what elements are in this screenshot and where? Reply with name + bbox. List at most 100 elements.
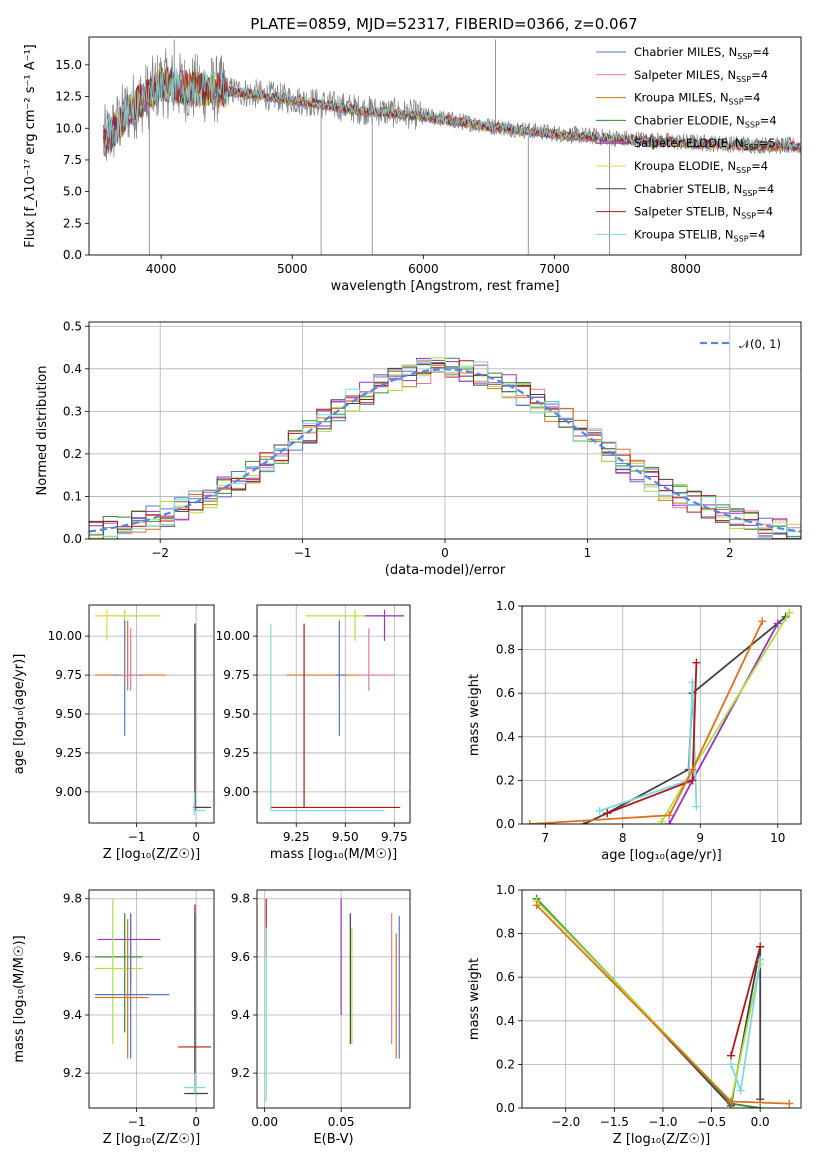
x-tick-label: 7000 — [539, 262, 570, 276]
weight-marker — [785, 608, 794, 617]
axes-frame-weight-vs-age: 7 8 9 10 0.0 0.2 0.4 0.6 0.8 1.0 age [log₁₀(age/yr… — [467, 599, 802, 863]
x-tick-label: −1 — [128, 1115, 146, 1129]
figure-title: PLATE=0859, MJD=52317, FIBERID=0366, z=0… — [250, 15, 637, 33]
plot-area-residuals — [89, 357, 801, 539]
axes-spine — [521, 889, 802, 1109]
legend-entry-name: Chabrier ELODIE, N — [634, 113, 745, 127]
weight-marker — [727, 1097, 736, 1106]
legend-entry-count: =4 — [749, 227, 766, 241]
legend-entry-subscript: SSP — [729, 98, 744, 107]
panel-age-vs-mass: 9.25 9.50 9.75 9.00 9.25 9.50 9.75 10.00 mass [l… — [216, 604, 411, 862]
errorbar-point — [118, 628, 140, 691]
y-axis-label: Flux [f_λ10⁻¹⁷ erg cm⁻² s⁻¹ A⁻¹] — [23, 44, 38, 248]
axes-frame-mass-vs-EBV: 0.00 0.05 9.2 9.4 9.6 9.8 E(B-V) — [231, 889, 411, 1147]
legend-entry: Chabrier MILES, NSSP=4 — [634, 45, 769, 61]
plot-area-age-vs-Z — [94, 609, 212, 816]
legend-entry: Salpeter MILES, NSSP=4 — [634, 68, 768, 84]
x-tick-label: 0 — [192, 1115, 200, 1129]
panel-mass-vs-Z: −1 0 9.2 9.4 9.6 9.8 Z [log₁₀(Z/Z☉)] mass [log₁… — [12, 889, 215, 1147]
x-axis-label: age [log₁₀(age/yr)] — [601, 848, 722, 863]
y-tick-label: 0.0 — [63, 532, 82, 546]
x-tick-label: 7 — [541, 831, 549, 845]
y-tick-label: 9.25 — [223, 746, 250, 760]
axes-frame-residuals: −2 −1 0 1 2 0.0 0.1 0.2 0.3 0.4 0.5 (data-model)/er… — [35, 319, 802, 578]
legend-entry: Kroupa STELIB, NSSP=4 — [634, 227, 765, 243]
weight-marker — [603, 809, 612, 818]
legend-entry-count: =5 — [759, 136, 776, 150]
y-tick-label: 5.0 — [63, 185, 82, 199]
x-tick-label: −1 — [128, 830, 146, 844]
panel-age-vs-Z: −1 0 9.00 9.25 9.50 9.75 10.00 Z [log₁₀(Z/Z☉)] a… — [12, 604, 215, 862]
y-tick-label: 9.75 — [223, 668, 250, 682]
legend-entry-subscript: SSP — [737, 52, 752, 61]
legend-entry-count: =4 — [751, 159, 768, 173]
axes-frame-age-vs-Z: −1 0 9.00 9.25 9.50 9.75 10.00 Z [log₁₀(Z/Z☉)] a… — [12, 604, 215, 862]
x-axis-label: Z [log₁₀(Z/Z☉)] — [103, 847, 200, 862]
y-tick-label: 7.5 — [63, 153, 82, 167]
y-axis-label: age [log₁₀(age/yr)] — [12, 654, 27, 775]
x-tick-label: 0.0 — [751, 1115, 770, 1129]
x-tick-label: 9.50 — [332, 830, 359, 844]
y-tick-label: 0.5 — [63, 319, 82, 333]
y-tick-label: 0.2 — [496, 773, 515, 787]
x-tick-label: 5000 — [277, 262, 308, 276]
errorbar-point — [355, 628, 395, 691]
y-tick-label: 9.4 — [63, 1008, 82, 1022]
legend-entry: Chabrier STELIB, NSSP=4 — [634, 182, 774, 198]
legend-entry: Chabrier ELODIE, NSSP=4 — [634, 113, 777, 129]
y-tick-label: 0.8 — [496, 643, 515, 657]
histogram-legend: 𝒩(0, 1) — [700, 337, 781, 351]
x-tick-label: 0 — [192, 830, 200, 844]
panel-weight-vs-age: 7 8 9 10 0.0 0.2 0.4 0.6 0.8 1.0 age [log₁₀(age/yr… — [467, 599, 802, 863]
errorbar-point — [94, 919, 149, 1059]
axes-spine — [256, 889, 411, 1109]
weight-marker — [692, 658, 701, 667]
x-tick-label: 0 — [441, 546, 449, 560]
errorbar-point — [94, 898, 143, 1045]
y-tick-label: 15.0 — [55, 58, 82, 72]
legend-entry-subscript: SSP — [741, 212, 756, 221]
weight-marker — [688, 765, 697, 774]
model-spectrum-line — [103, 67, 801, 155]
y-tick-label: 2.5 — [63, 216, 82, 230]
plot-area-weight-vs-Z — [532, 894, 794, 1108]
axes-frame-spectrum: 4000 5000 6000 7000 8000 0.0 2.5 5.0 7.5 10.0 12.5… — [23, 36, 802, 294]
x-tick-label: 9 — [696, 831, 704, 845]
y-tick-label: 9.75 — [55, 668, 82, 682]
errorbar-point — [184, 913, 209, 1095]
weight-line — [730, 946, 762, 1056]
y-axis-label: mass [log₁₀(M/M☉)] — [12, 935, 27, 1062]
axes-frame-weight-vs-Z: −2.0 −1.5 −1.0 −0.5 0.0 0.0 0.2 0.4 0.6 0.8 1.0 Z [… — [467, 883, 802, 1147]
x-tick-label: 0.00 — [251, 1115, 278, 1129]
y-tick-label: 1.0 — [496, 883, 515, 897]
errorbar-point — [270, 623, 401, 809]
y-tick-label: 10.00 — [48, 629, 82, 643]
legend-entry-name: Kroupa STELIB, N — [634, 227, 734, 241]
weight-marker — [532, 901, 541, 910]
x-tick-label: 9.75 — [381, 830, 408, 844]
errorbar-point — [364, 609, 405, 641]
y-tick-label: 9.8 — [231, 892, 250, 906]
plot-area-age-vs-mass — [270, 609, 405, 812]
plot-area-mass-vs-Z — [94, 898, 212, 1095]
y-tick-label: 9.00 — [55, 785, 82, 799]
weight-marker — [688, 776, 697, 785]
y-tick-label: 12.5 — [55, 90, 82, 104]
y-tick-label: 0.6 — [496, 686, 515, 700]
weight-line — [529, 620, 764, 824]
chart-layer: 4000 5000 6000 7000 80000.02.55.07.510.012.5… — [12, 36, 802, 1147]
y-tick-label: 0.2 — [496, 1057, 515, 1071]
y-tick-label: 9.8 — [63, 892, 82, 906]
legend-entry-name: Chabrier MILES, N — [634, 45, 737, 59]
x-tick-label: 4000 — [146, 262, 177, 276]
y-tick-label: 9.50 — [223, 707, 250, 721]
errorbar-point — [94, 916, 170, 1059]
y-tick-label: 9.25 — [55, 746, 82, 760]
legend-entry-name: Chabrier STELIB, N — [634, 182, 742, 196]
y-tick-label: 9.6 — [231, 950, 250, 964]
axes-spine — [521, 605, 802, 825]
errorbar-point — [193, 623, 209, 811]
y-tick-label: 1.0 — [496, 599, 515, 613]
